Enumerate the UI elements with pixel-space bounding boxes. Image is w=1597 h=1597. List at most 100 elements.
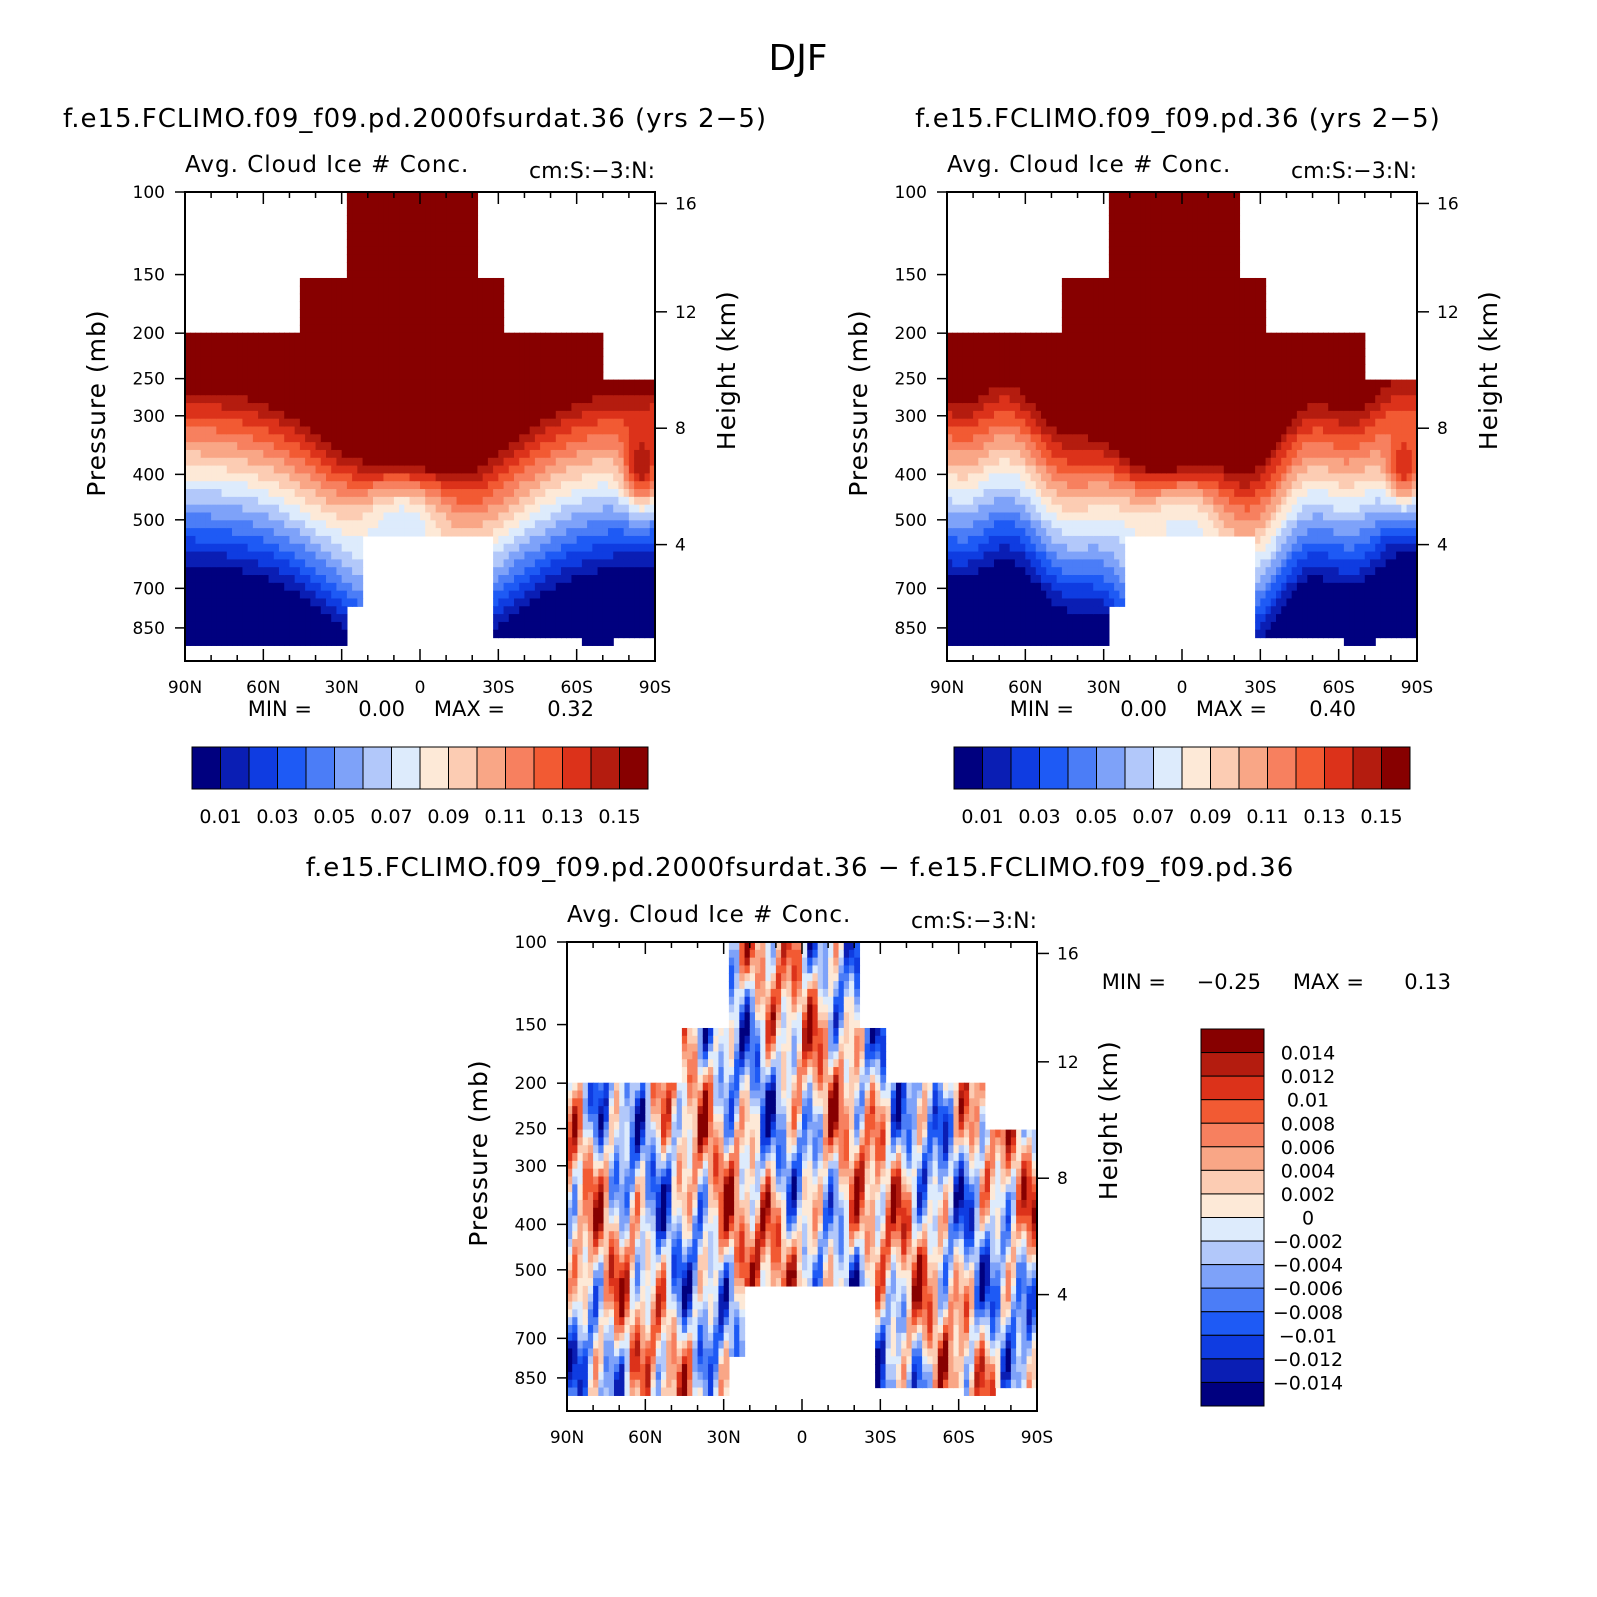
field-cell: [561, 449, 567, 459]
field-cell: [947, 473, 953, 482]
field-cell: [279, 418, 285, 428]
field-cell: [493, 598, 499, 607]
field-cell: [456, 496, 463, 506]
field-cell: [357, 512, 364, 521]
field-cell: [1067, 285, 1073, 295]
field-cell: [571, 379, 578, 389]
field-cell: [195, 520, 202, 529]
field-cell: [493, 301, 499, 310]
field-cell: [404, 395, 411, 404]
field-cell: [613, 481, 620, 490]
field-cell: [420, 387, 426, 396]
field-cell: [326, 442, 332, 451]
field-cell: [383, 340, 390, 349]
field-cell: [639, 614, 646, 623]
field-cell: [1051, 535, 1058, 545]
field-cell: [508, 520, 515, 529]
field-cell: [362, 231, 369, 240]
field-cell: [467, 410, 473, 420]
field-cell: [561, 457, 567, 467]
field-cell: [1072, 606, 1079, 615]
field-cell: [1067, 442, 1073, 451]
field-cell: [284, 481, 291, 490]
field-cell: [1056, 403, 1063, 412]
field-cell: [514, 426, 520, 435]
field-cell: [493, 371, 499, 381]
field-cell: [1004, 387, 1011, 396]
field-cell: [1088, 324, 1094, 334]
field-cell: [320, 418, 327, 428]
field-cell: [310, 332, 317, 342]
field-cell: [461, 293, 468, 303]
field-cell: [592, 363, 599, 373]
field-cell: [315, 449, 322, 459]
field-cell: [221, 465, 228, 474]
field-cell: [393, 293, 400, 303]
field-cell: [279, 442, 285, 451]
field-cell: [1009, 348, 1016, 357]
field-cell: [226, 449, 233, 459]
field-cell: [1041, 395, 1047, 404]
field-cell: [1004, 434, 1011, 443]
field-cell: [273, 418, 280, 428]
field-cell: [1020, 551, 1026, 560]
field-cell: [425, 395, 432, 404]
field-cell: [952, 567, 959, 576]
field-cell: [1014, 418, 1021, 428]
field-cell: [299, 387, 306, 396]
field-cell: [414, 324, 421, 334]
field-cell: [388, 363, 395, 373]
field-cell: [1014, 598, 1021, 607]
field-cell: [216, 520, 223, 529]
field-cell: [1072, 590, 1079, 600]
field-cell: [425, 254, 432, 263]
field-cell: [305, 535, 311, 545]
field-cell: [508, 590, 515, 600]
field-cell: [211, 598, 217, 607]
field-cell: [388, 465, 395, 474]
field-cell: [221, 434, 228, 443]
field-cell: [1077, 543, 1084, 553]
field-cell: [346, 418, 353, 428]
field-cell: [587, 614, 593, 623]
field-cell: [393, 457, 400, 467]
field-cell: [399, 262, 405, 271]
field-cell: [962, 387, 969, 396]
field-cell: [1093, 426, 1100, 435]
field-cell: [268, 387, 275, 396]
field-cell: [602, 629, 609, 639]
field-cell: [1082, 410, 1089, 420]
field-cell: [388, 528, 395, 537]
field-cell: [393, 504, 400, 514]
field-cell: [1025, 418, 1032, 428]
field-cell: [482, 504, 489, 514]
field-cell: [352, 551, 358, 560]
field-cell: [273, 504, 280, 514]
field-cell: [414, 254, 421, 263]
field-cell: [602, 559, 609, 568]
field-cell: [634, 621, 640, 631]
field-cell: [1025, 340, 1032, 349]
field-cell: [346, 238, 353, 248]
field-cell: [279, 543, 285, 553]
field-cell: [1009, 512, 1016, 521]
field-cell: [545, 371, 552, 381]
field-cell: [383, 410, 390, 420]
field-cell: [524, 481, 531, 490]
field-cell: [346, 207, 353, 217]
field-cell: [305, 410, 311, 420]
field-cell: [425, 192, 432, 201]
field-cell: [341, 285, 348, 295]
field-cell: [200, 481, 207, 490]
field-cell: [947, 543, 953, 553]
field-cell: [1072, 363, 1079, 373]
field-cell: [446, 309, 452, 318]
field-cell: [649, 575, 656, 584]
field-cell: [467, 473, 473, 482]
field-cell: [373, 473, 379, 482]
field-cell: [456, 512, 463, 521]
field-cell: [456, 238, 463, 248]
field-cell: [1072, 489, 1079, 498]
field-cell: [237, 614, 244, 623]
field-cell: [461, 387, 468, 396]
